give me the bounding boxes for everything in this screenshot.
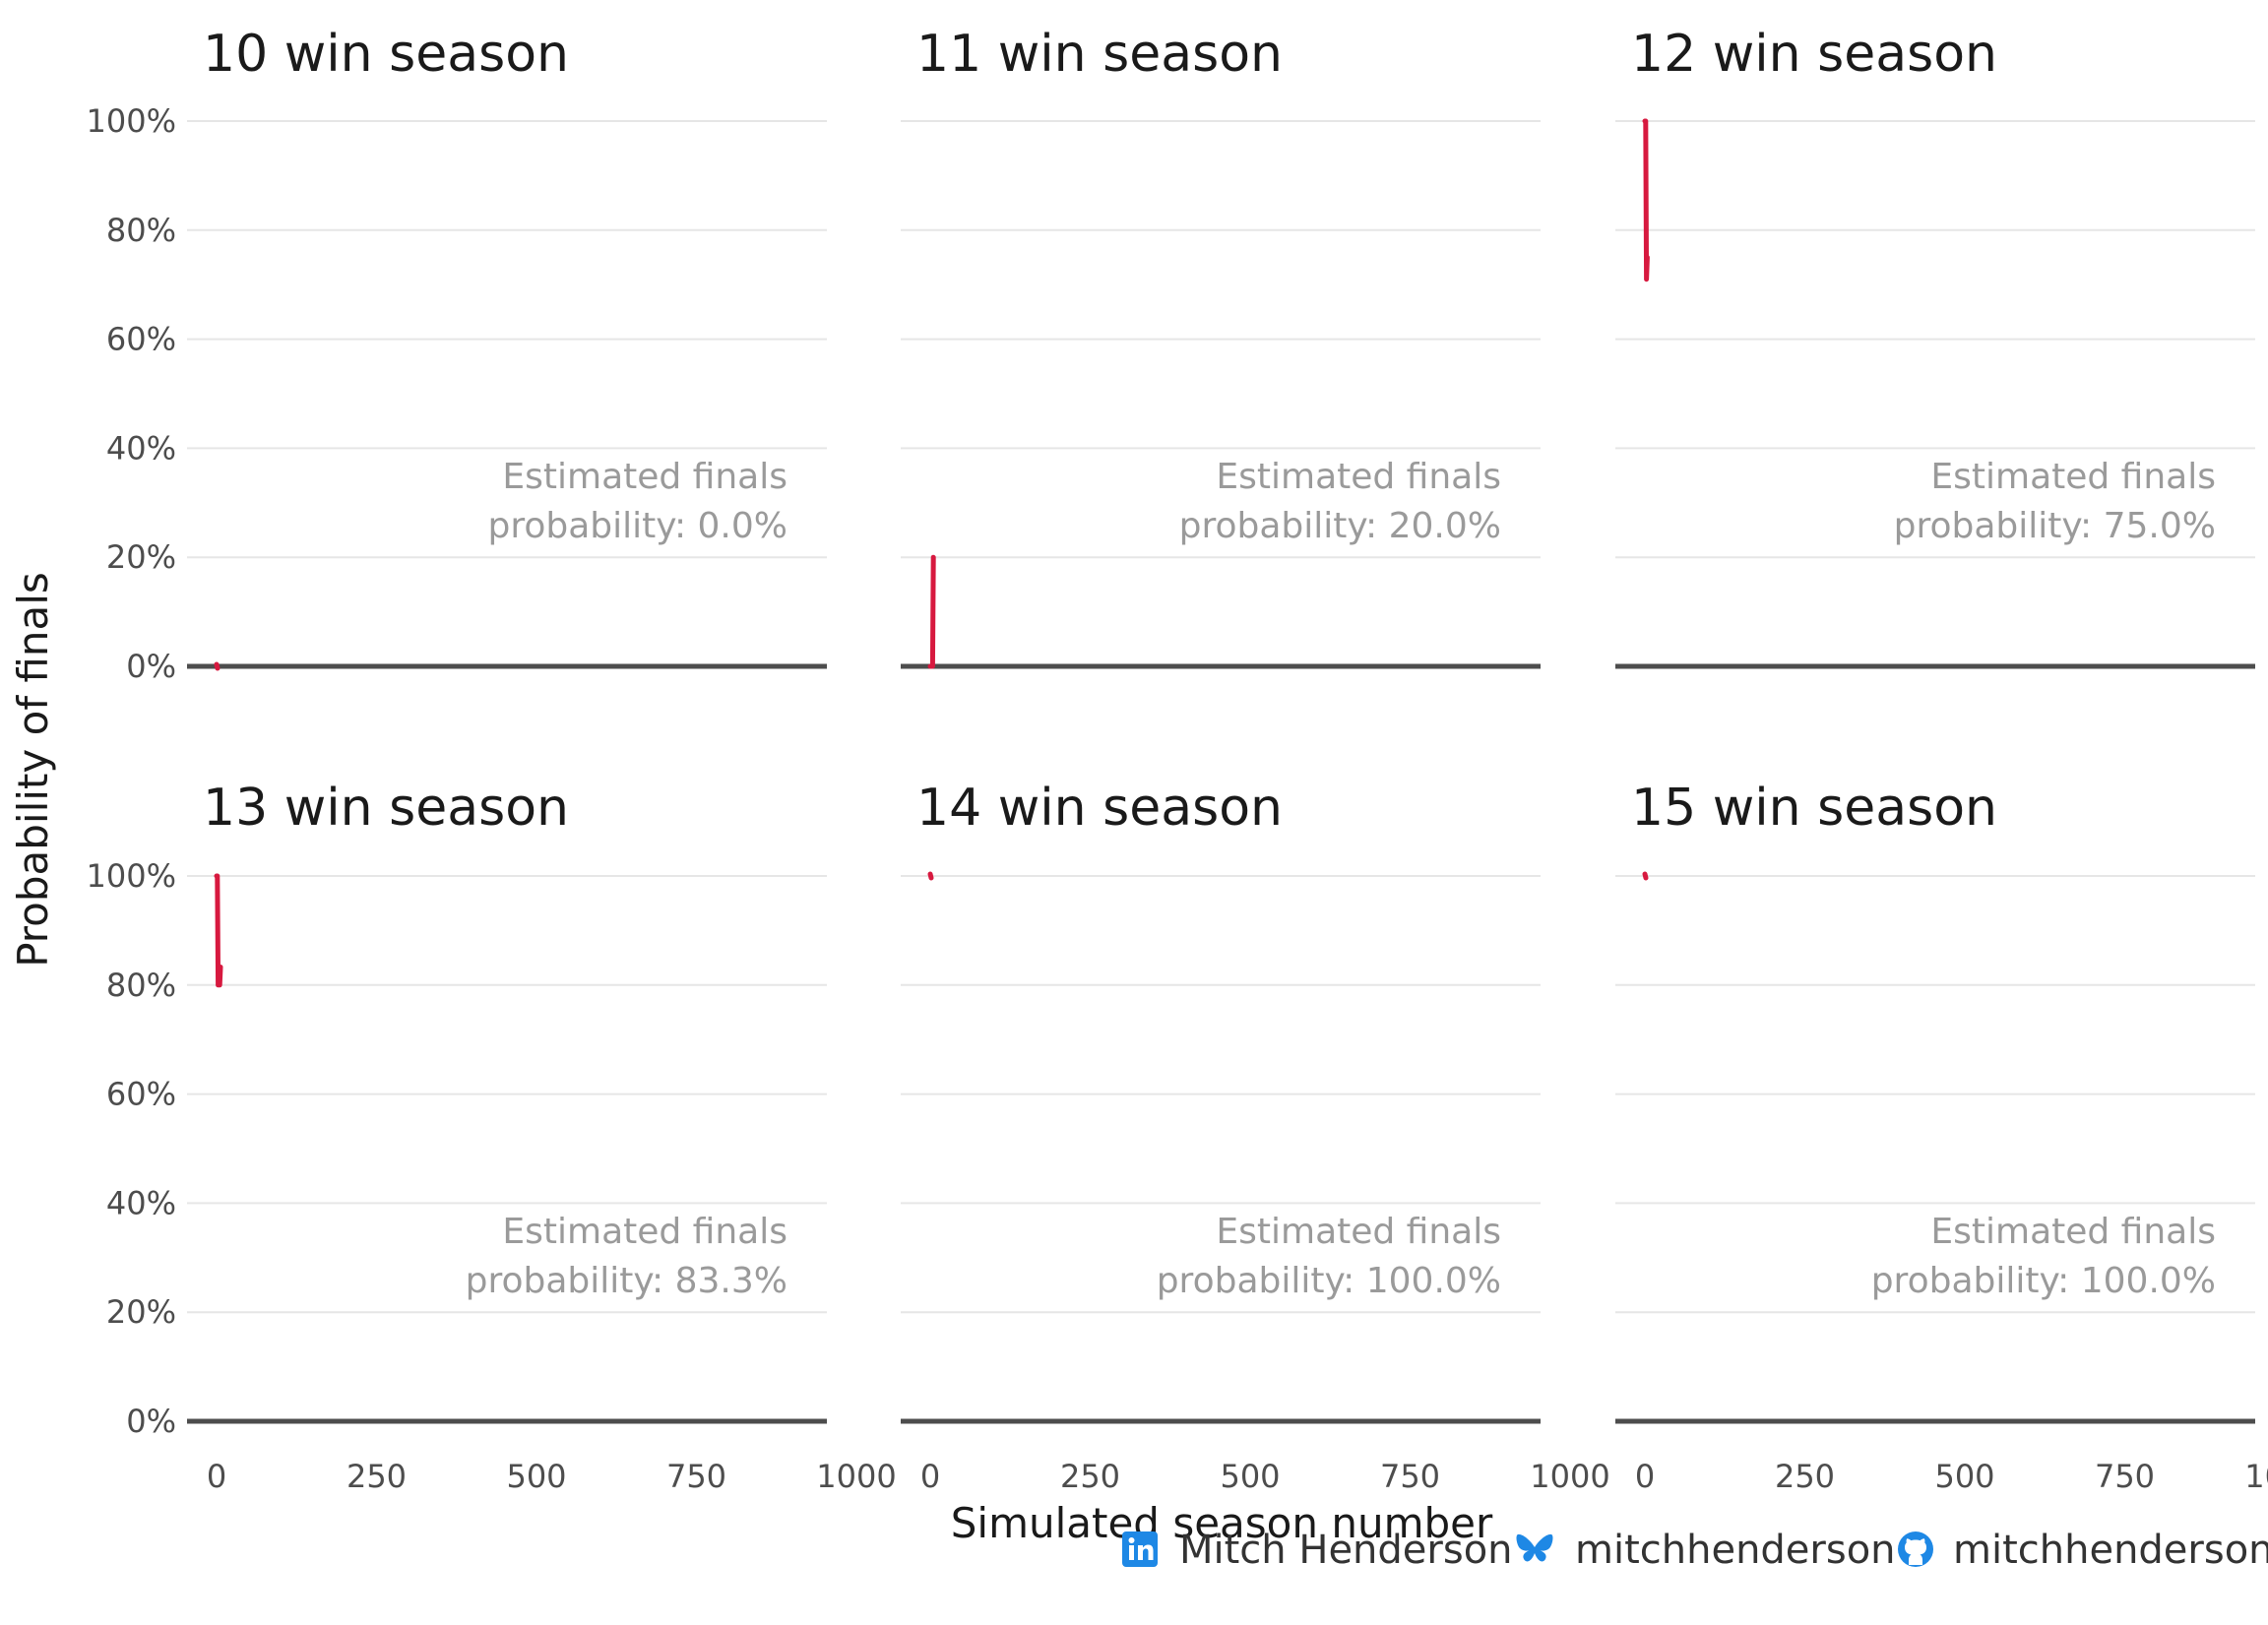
series-line — [927, 554, 936, 669]
series-line — [1642, 871, 1649, 881]
annotation-line-1: Estimated finals — [502, 457, 788, 497]
linkedin-icon — [1122, 1531, 1158, 1567]
panel-3: 12 win season Estimated finals probability… — [1615, 25, 2255, 669]
x-tick-label: 750 — [1380, 1458, 1440, 1495]
panel-title: 13 win season — [203, 779, 569, 838]
y-tick-label: 40% — [106, 429, 176, 467]
annotation-line-1: Estimated finals — [1930, 1212, 2216, 1252]
x-tick-label: 750 — [666, 1458, 726, 1495]
x-tick-label: 500 — [506, 1458, 566, 1495]
series-line — [1642, 118, 1650, 282]
y-tick-label: 60% — [106, 321, 176, 358]
panel-1: 10 win season 0% 20% 40% 60% 80% 100% Estimated… — [87, 25, 827, 685]
x-tick-label: 250 — [1775, 1458, 1835, 1495]
x-tick-label: 1000 — [1530, 1458, 1609, 1495]
github-icon — [1898, 1531, 1933, 1567]
series-line — [214, 661, 220, 671]
annotation-line-1: Estimated finals — [502, 1212, 788, 1252]
y-tick-label: 100% — [87, 857, 176, 895]
y-tick-label: 20% — [106, 1293, 176, 1331]
y-tick-label: 100% — [87, 102, 176, 140]
panel-title: 12 win season — [1631, 25, 1997, 84]
annotation-line-1: Estimated finals — [1216, 1212, 1501, 1252]
panels-group: 10 win season 0% 20% 40% 60% 80% 100% Estimated… — [87, 25, 2268, 1495]
x-tick-label: 0 — [920, 1458, 940, 1495]
x-tick-label: 0 — [1635, 1458, 1655, 1495]
credits: Mitch Henderson mitchhenderson mitchhend… — [1122, 1528, 2268, 1573]
annotation-line-2: probability: 75.0% — [1894, 506, 2216, 546]
y-axis-title: Probability of finals — [9, 572, 57, 968]
credit-bluesky-label: mitchhenderson — [1575, 1528, 1896, 1573]
y-tick-label: 0% — [126, 1403, 176, 1440]
annotation-line-1: Estimated finals — [1930, 457, 2216, 497]
annotation-line-2: probability: 100.0% — [1157, 1261, 1501, 1301]
credit-linkedin-label: Mitch Henderson — [1179, 1528, 1513, 1573]
y-tick-label: 80% — [106, 967, 176, 1004]
y-tick-label: 60% — [106, 1076, 176, 1113]
panel-title: 11 win season — [916, 25, 1283, 84]
panel-title: 14 win season — [916, 779, 1283, 838]
annotation-line-1: Estimated finals — [1216, 457, 1501, 497]
x-tick-label: 1000 — [816, 1458, 896, 1495]
series-line — [927, 871, 934, 881]
panel-4: 13 win season 0% 20% 40% 60% 80% 100% 0 250 500 75… — [87, 779, 897, 1495]
y-tick-label: 80% — [106, 212, 176, 249]
series-line — [214, 873, 223, 988]
x-tick-label: 250 — [346, 1458, 407, 1495]
credit-github-label: mitchhenderson — [1953, 1528, 2268, 1573]
annotation-line-2: probability: 0.0% — [488, 506, 788, 546]
y-tick-label: 0% — [126, 648, 176, 685]
x-tick-label: 500 — [1934, 1458, 1994, 1495]
annotation-line-2: probability: 20.0% — [1179, 506, 1501, 546]
y-tick-label: 20% — [106, 538, 176, 576]
y-tick-label: 40% — [106, 1184, 176, 1221]
x-tick-label: 500 — [1220, 1458, 1280, 1495]
panel-2: 11 win season Estimated finals probability… — [901, 25, 1541, 669]
x-tick-label: 0 — [207, 1458, 226, 1495]
bluesky-icon — [1516, 1533, 1553, 1562]
x-tick-label: 250 — [1060, 1458, 1120, 1495]
annotation-line-2: probability: 83.3% — [466, 1261, 788, 1301]
x-axis-title: Simulated season number — [951, 1499, 1493, 1547]
x-tick-label: 750 — [2095, 1458, 2155, 1495]
panel-6: 15 win season 0 250 500 750 1000 Estimated fin… — [1615, 779, 2268, 1495]
panel-title: 15 win season — [1631, 779, 1997, 838]
panel-5: 14 win season 0 250 500 750 1000 Estimated fin… — [901, 779, 1610, 1495]
x-tick-label: 1000 — [2244, 1458, 2268, 1495]
panel-title: 10 win season — [203, 25, 569, 84]
annotation-line-2: probability: 100.0% — [1871, 1261, 2216, 1301]
